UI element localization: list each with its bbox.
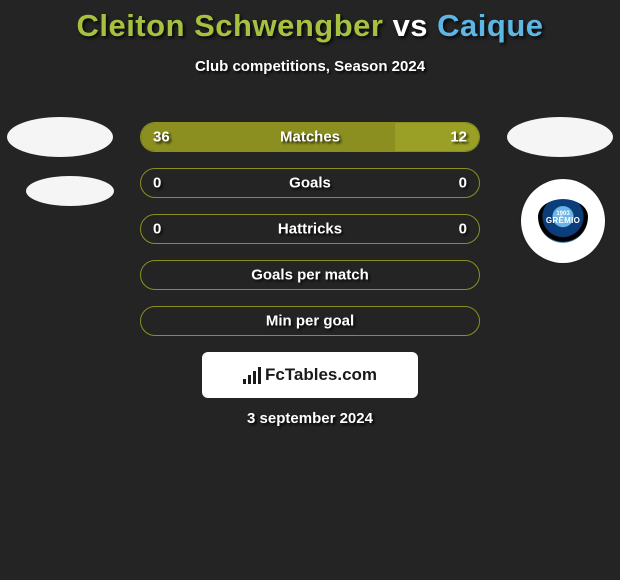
watermark: FcTables.com [202,352,418,398]
stat-row: Min per goal [140,306,480,336]
subtitle: Club competitions, Season 2024 [0,58,620,75]
stat-value-a: 0 [153,175,161,192]
title-player-a: Cleiton Schwengber [76,8,383,43]
stat-label: Matches [280,129,340,146]
stat-value-b: 12 [450,129,467,146]
avatar-player-b [507,117,613,157]
gremio-badge: 1903 GRÊMIO [533,191,593,251]
stat-bars: 36 12 Matches 0 0 Goals 0 0 Hattricks Goals per m… [140,122,480,352]
club-name: GRÊMIO [546,216,580,225]
stat-value-a: 0 [153,221,161,238]
club-logo-b: 1903 GRÊMIO [521,179,605,263]
stat-label: Min per goal [266,313,354,330]
stat-label: Goals per match [251,267,369,284]
avatar-player-a [7,117,113,157]
title-player-b: Caique [437,8,543,43]
stat-value-b: 0 [459,221,467,238]
watermark-icon [243,366,261,384]
stat-row: 0 0 Goals [140,168,480,198]
stat-label: Hattricks [278,221,342,238]
stat-row: 36 12 Matches [140,122,480,152]
bar-fill-a [141,123,395,151]
stat-row: Goals per match [140,260,480,290]
stat-value-a: 36 [153,129,170,146]
page-title: Cleiton Schwengber vs Caique [0,0,620,44]
stat-label: Goals [289,175,331,192]
watermark-text: FcTables.com [265,365,377,385]
date-label: 3 september 2024 [247,410,373,427]
stat-row: 0 0 Hattricks [140,214,480,244]
stat-value-b: 0 [459,175,467,192]
title-vs: vs [393,8,428,43]
club-logo-a [26,176,114,206]
